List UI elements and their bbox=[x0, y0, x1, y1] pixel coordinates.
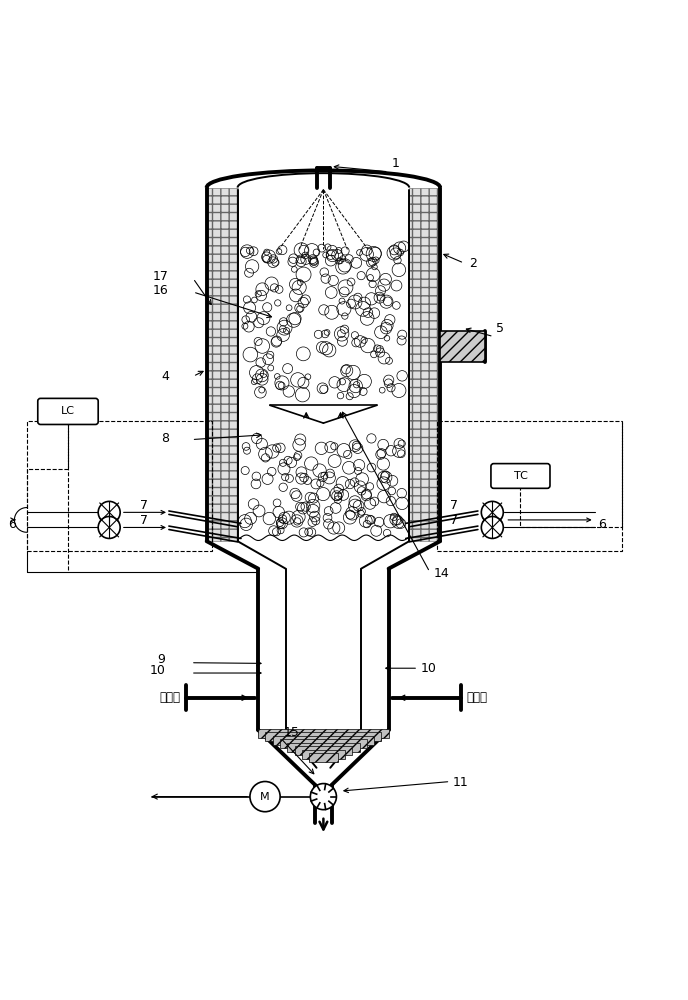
Text: 5: 5 bbox=[497, 322, 504, 335]
Text: 2: 2 bbox=[469, 257, 477, 270]
Bar bbox=[302, 750, 345, 759]
Bar bbox=[294, 746, 352, 755]
FancyBboxPatch shape bbox=[38, 398, 98, 424]
Circle shape bbox=[482, 501, 504, 523]
Text: 4: 4 bbox=[161, 370, 169, 383]
FancyBboxPatch shape bbox=[491, 464, 550, 488]
Bar bbox=[266, 732, 381, 741]
Text: 冷却气: 冷却气 bbox=[160, 691, 180, 704]
Bar bbox=[258, 729, 389, 738]
Bar bbox=[409, 188, 440, 541]
Text: 9: 9 bbox=[158, 653, 166, 666]
Text: TC: TC bbox=[513, 471, 528, 481]
Text: 7: 7 bbox=[451, 499, 458, 512]
Bar bbox=[206, 188, 237, 541]
Text: 10: 10 bbox=[421, 662, 437, 675]
Text: 17: 17 bbox=[153, 270, 169, 283]
Text: 冷却气: 冷却气 bbox=[466, 691, 487, 704]
Text: 8: 8 bbox=[161, 432, 169, 445]
Circle shape bbox=[482, 516, 504, 538]
Text: LC: LC bbox=[61, 406, 75, 416]
Text: M: M bbox=[260, 792, 270, 802]
Bar bbox=[309, 753, 338, 762]
Text: 6: 6 bbox=[8, 518, 16, 531]
Text: 15: 15 bbox=[283, 726, 299, 739]
Circle shape bbox=[250, 782, 280, 812]
Text: 10: 10 bbox=[149, 664, 166, 677]
Text: 16: 16 bbox=[153, 284, 169, 297]
Circle shape bbox=[98, 516, 120, 538]
Bar bbox=[437, 421, 622, 551]
Circle shape bbox=[98, 501, 120, 523]
Bar bbox=[288, 743, 360, 752]
Bar bbox=[272, 736, 374, 745]
Text: 7: 7 bbox=[140, 499, 149, 512]
Circle shape bbox=[310, 784, 336, 810]
Text: 14: 14 bbox=[433, 567, 449, 580]
Text: 11: 11 bbox=[453, 776, 469, 789]
Bar bbox=[440, 331, 485, 362]
Text: 7: 7 bbox=[451, 514, 458, 527]
Text: 6: 6 bbox=[598, 518, 606, 531]
Text: 1: 1 bbox=[392, 157, 400, 170]
Text: 7: 7 bbox=[140, 514, 149, 527]
Bar bbox=[27, 421, 212, 551]
Bar bbox=[280, 739, 367, 748]
